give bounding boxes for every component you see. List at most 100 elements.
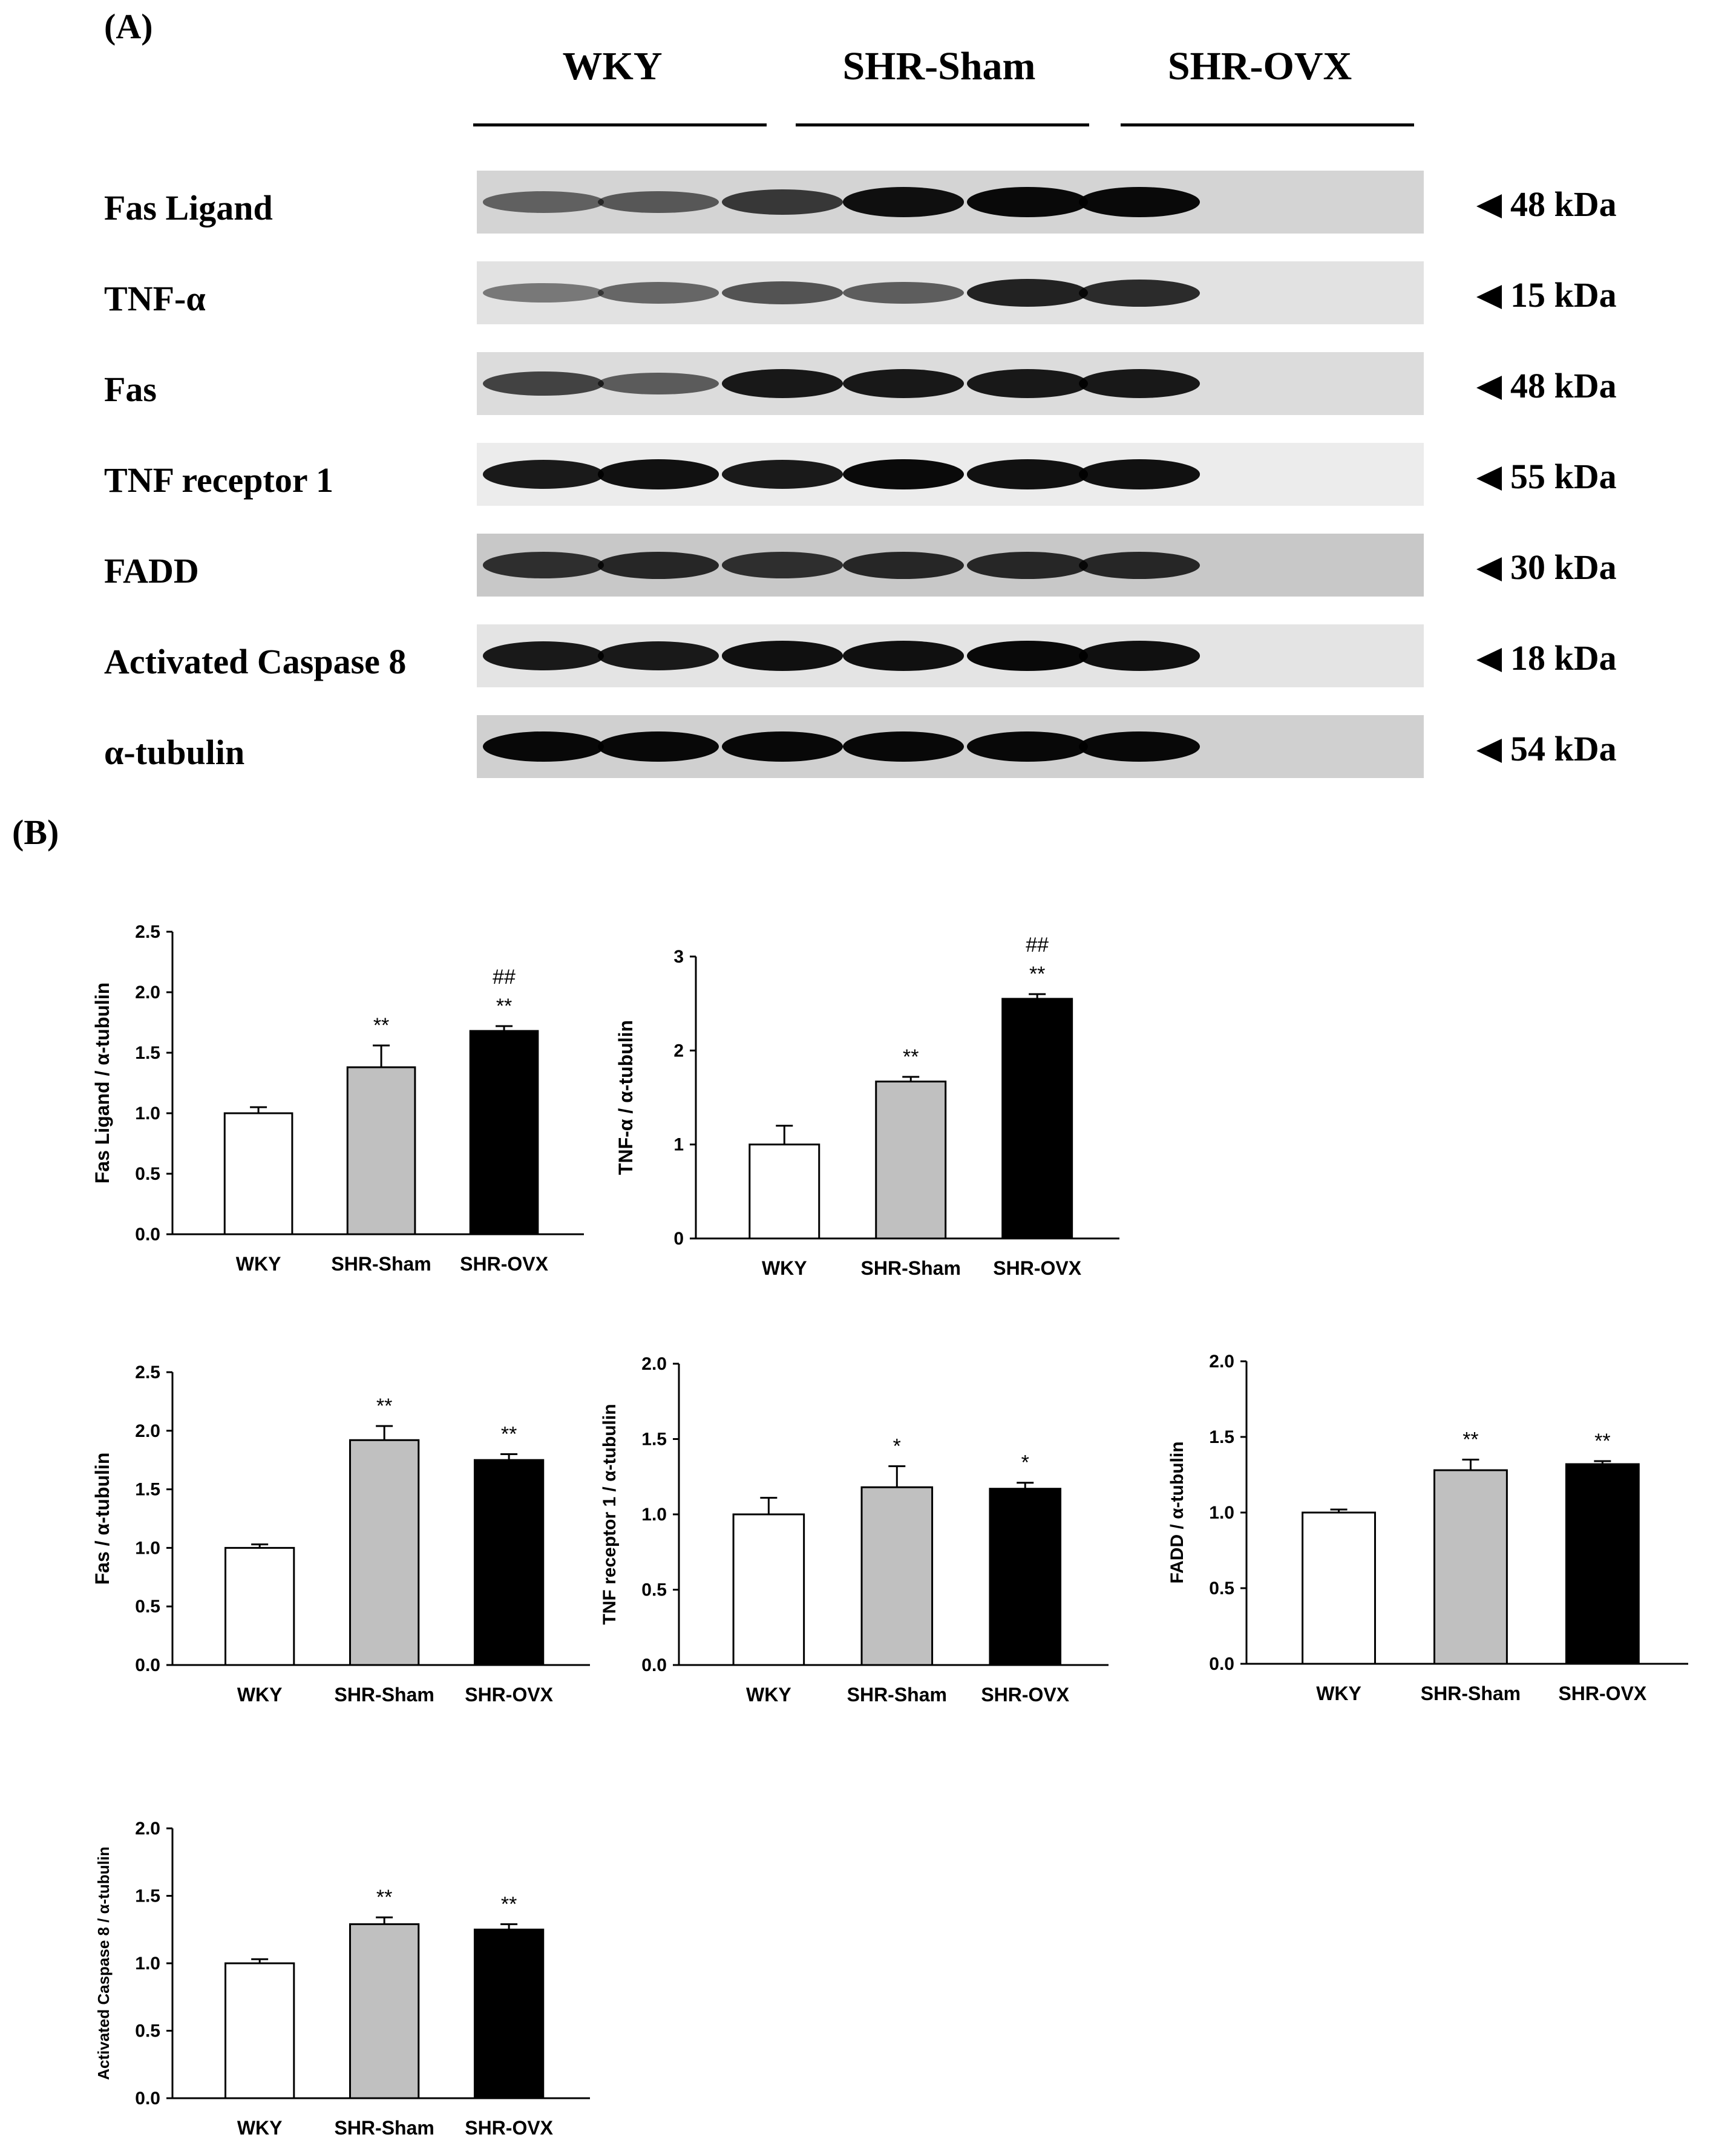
significance-label: ** bbox=[373, 1014, 389, 1037]
x-tick-label: SHR-Sham bbox=[331, 1253, 431, 1275]
blot-strip bbox=[477, 534, 1424, 597]
bar bbox=[224, 1546, 295, 1666]
group-label-wky: WKY bbox=[562, 44, 663, 88]
blot-band bbox=[967, 731, 1088, 762]
bar bbox=[469, 1030, 539, 1235]
bar-chart: 0.0 0.5 1.0 1.5 2.0 2.5 Fas Ligand / α-tubulin… bbox=[91, 922, 584, 1275]
x-tick-label: SHR-Sham bbox=[1421, 1683, 1521, 1704]
y-tick-label: 2.5 bbox=[135, 1363, 160, 1382]
significance-label: ** bbox=[1594, 1430, 1610, 1453]
blot-band bbox=[967, 551, 1088, 579]
blot-band bbox=[483, 552, 604, 578]
x-tick-label: WKY bbox=[1316, 1683, 1361, 1704]
bar bbox=[989, 1488, 1062, 1666]
blot-band bbox=[1079, 641, 1200, 671]
significance-label: ** bbox=[1029, 963, 1045, 986]
significance-label: ** bbox=[1462, 1428, 1478, 1451]
y-axis-label: TNF receptor 1 / α-tubulin bbox=[600, 1404, 620, 1624]
blot-band bbox=[843, 731, 964, 762]
bar bbox=[1433, 1469, 1508, 1665]
bar bbox=[1302, 1511, 1376, 1665]
group-line-shr-sham bbox=[796, 123, 1089, 126]
bar-chart: 0.0 0.5 1.0 1.5 2.0 FADD / α-tubulin WKY ** SHR-… bbox=[1167, 1352, 1688, 1704]
y-axis-label: Fas Ligand / α-tubulin bbox=[91, 983, 113, 1184]
kda-text: 48 kDa bbox=[1510, 366, 1617, 405]
bar-chart: 0 1 2 3 TNF-α / α-tubulin WKY ** SHR-Sham ** ## SH… bbox=[615, 934, 1119, 1279]
blot-band bbox=[843, 641, 964, 671]
y-tick-label: 0.5 bbox=[1209, 1578, 1234, 1598]
blot-band bbox=[722, 281, 843, 304]
blot-band bbox=[598, 191, 719, 214]
blot-strip bbox=[477, 443, 1424, 506]
y-tick-label: 1.0 bbox=[135, 1954, 160, 1974]
blot-band bbox=[1079, 551, 1200, 579]
y-tick-label: 0.0 bbox=[135, 1225, 160, 1245]
y-tick-label: 0 bbox=[673, 1229, 684, 1249]
y-tick-label: 3 bbox=[673, 947, 684, 967]
significance-label: * bbox=[893, 1434, 901, 1457]
blot-band bbox=[598, 551, 719, 579]
y-tick-label: 2.0 bbox=[135, 983, 160, 1003]
bar bbox=[349, 1439, 420, 1666]
blot-band bbox=[598, 282, 719, 304]
group-line-shr-ovx bbox=[1121, 123, 1414, 126]
blot-band bbox=[722, 369, 843, 398]
left-arrow-icon bbox=[1476, 376, 1502, 400]
panel-a-label: (A) bbox=[104, 7, 153, 46]
blot-band bbox=[483, 460, 604, 489]
y-tick-label: 2 bbox=[673, 1041, 684, 1061]
blot-band bbox=[843, 369, 964, 398]
bar bbox=[223, 1112, 293, 1235]
y-tick-label: 0.5 bbox=[135, 2021, 160, 2041]
bar-chart: 0.0 0.5 1.0 1.5 2.0 TNF receptor 1 / α-tubuli… bbox=[600, 1354, 1109, 1706]
blot-strip bbox=[477, 715, 1424, 778]
group-line-wky bbox=[473, 123, 767, 126]
y-tick-label: 0.0 bbox=[135, 1655, 160, 1675]
molecular-weight-marker: 30 kDa bbox=[1476, 547, 1617, 587]
x-tick-label: WKY bbox=[236, 1253, 281, 1275]
y-tick-label: 2.0 bbox=[1209, 1352, 1234, 1372]
blot-strip bbox=[477, 624, 1424, 687]
bar bbox=[1565, 1463, 1640, 1665]
blot-row-label: FADD bbox=[104, 551, 199, 590]
y-tick-label: 0.0 bbox=[641, 1655, 667, 1675]
left-arrow-icon bbox=[1476, 285, 1502, 309]
blot-band bbox=[483, 283, 604, 303]
kda-text: 15 kDa bbox=[1510, 275, 1617, 315]
blot-band bbox=[483, 641, 604, 670]
blot-band bbox=[722, 552, 843, 578]
blot-row-label: Fas Ligand bbox=[104, 188, 273, 227]
y-tick-label: 2.0 bbox=[135, 1819, 160, 1839]
bar bbox=[349, 1923, 420, 2099]
blot-band bbox=[967, 186, 1088, 218]
blot-band bbox=[843, 281, 964, 304]
significance-label: ** bbox=[376, 1886, 392, 1909]
y-axis-label: Fas / α-tubulin bbox=[91, 1453, 113, 1585]
y-tick-label: 0.5 bbox=[135, 1164, 160, 1184]
significance-label: ** bbox=[501, 1423, 517, 1446]
blot-band bbox=[843, 459, 964, 490]
x-tick-label: SHR-OVX bbox=[465, 1684, 553, 1706]
blot-row-label: TNF receptor 1 bbox=[104, 460, 334, 500]
x-tick-label: WKY bbox=[762, 1257, 807, 1279]
blot-band bbox=[722, 731, 843, 762]
y-tick-label: 1.5 bbox=[135, 1886, 160, 1906]
significance-label: * bbox=[1021, 1451, 1029, 1474]
x-tick-label: SHR-OVX bbox=[993, 1257, 1081, 1279]
panel-b-label: (B) bbox=[12, 813, 59, 852]
significance-label-2: ## bbox=[1026, 934, 1049, 957]
y-tick-label: 1.0 bbox=[135, 1538, 160, 1558]
blot-band bbox=[483, 371, 604, 396]
bar-chart: 0.0 0.5 1.0 1.5 2.0 Activated Caspase 8 / α-t… bbox=[94, 1819, 590, 2139]
blot-band bbox=[1079, 731, 1200, 762]
kda-text: 18 kDa bbox=[1510, 638, 1617, 678]
blot-band bbox=[967, 640, 1088, 672]
blot-band bbox=[598, 641, 719, 670]
significance-label: ** bbox=[903, 1045, 919, 1068]
bar bbox=[732, 1513, 805, 1666]
kda-text: 55 kDa bbox=[1510, 457, 1617, 496]
bar bbox=[1001, 998, 1073, 1240]
y-tick-label: 2.0 bbox=[135, 1421, 160, 1441]
blot-band bbox=[722, 641, 843, 671]
